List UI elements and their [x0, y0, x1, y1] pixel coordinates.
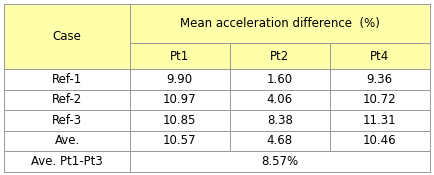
Bar — [4, 69, 130, 90]
Bar — [330, 110, 430, 131]
Bar — [4, 151, 130, 172]
Text: 1.60: 1.60 — [266, 73, 293, 86]
Bar — [230, 90, 330, 110]
Bar — [230, 69, 330, 90]
Bar — [4, 110, 130, 131]
Text: Ave. Pt1-Pt3: Ave. Pt1-Pt3 — [31, 155, 103, 168]
Text: Pt4: Pt4 — [370, 50, 389, 62]
Text: 9.36: 9.36 — [367, 73, 393, 86]
Text: 10.57: 10.57 — [163, 134, 197, 147]
Text: Case: Case — [53, 30, 82, 43]
Bar — [4, 90, 130, 110]
Bar — [230, 110, 330, 131]
Bar — [4, 131, 130, 151]
Bar — [330, 90, 430, 110]
Bar — [230, 43, 330, 69]
Text: 10.85: 10.85 — [163, 114, 197, 127]
Text: 10.46: 10.46 — [363, 134, 397, 147]
Text: 10.72: 10.72 — [363, 93, 397, 106]
Text: 4.68: 4.68 — [266, 134, 293, 147]
Bar — [130, 69, 230, 90]
Text: 11.31: 11.31 — [363, 114, 397, 127]
Text: Ref-2: Ref-2 — [52, 93, 82, 106]
Bar — [130, 4, 430, 43]
Bar — [130, 151, 430, 172]
Text: Ave.: Ave. — [54, 134, 80, 147]
Text: 4.06: 4.06 — [266, 93, 293, 106]
Bar — [230, 131, 330, 151]
Text: 10.97: 10.97 — [163, 93, 197, 106]
Bar — [4, 4, 130, 69]
Text: Ref-3: Ref-3 — [52, 114, 82, 127]
Bar — [130, 110, 230, 131]
Bar — [330, 69, 430, 90]
Text: 9.90: 9.90 — [167, 73, 193, 86]
Bar — [330, 131, 430, 151]
Bar — [130, 43, 230, 69]
Bar — [330, 43, 430, 69]
Text: Pt2: Pt2 — [270, 50, 289, 62]
Bar — [130, 90, 230, 110]
Text: 8.57%: 8.57% — [261, 155, 298, 168]
Text: Pt1: Pt1 — [170, 50, 189, 62]
Text: Ref-1: Ref-1 — [52, 73, 82, 86]
Text: 8.38: 8.38 — [267, 114, 293, 127]
Bar — [130, 131, 230, 151]
Text: Mean acceleration difference  (%): Mean acceleration difference (%) — [180, 17, 380, 30]
